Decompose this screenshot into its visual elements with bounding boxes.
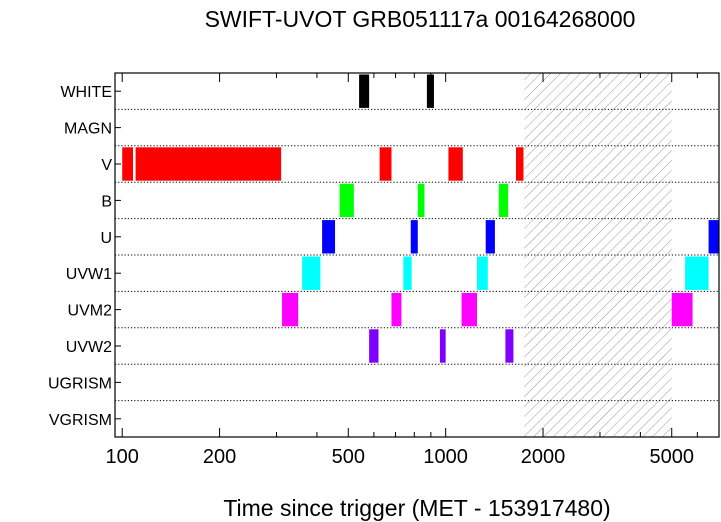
exposure-bar-v: [448, 147, 463, 181]
exposure-bar-v: [122, 147, 134, 181]
exposure-bar-uvm2: [391, 292, 402, 327]
x-tick-label: 100: [106, 446, 139, 468]
filter-label: U: [100, 230, 112, 247]
filter-label: MAGN: [64, 121, 112, 138]
filter-label: WHITE: [60, 84, 112, 101]
x-tick-label: 1000: [423, 446, 468, 468]
exposure-bar-uvm2: [671, 292, 693, 327]
x-tick-label: 2000: [521, 446, 566, 468]
exposure-bar-white: [359, 74, 370, 108]
filter-label: VGRISM: [49, 412, 112, 429]
exposure-bar-v: [135, 147, 282, 181]
exposure-bar-uvw1: [403, 256, 412, 290]
filter-label: B: [101, 193, 112, 210]
x-axis-label: Time since trigger (MET - 153917480): [223, 495, 610, 521]
x-tick-label: 500: [332, 446, 365, 468]
x-tick-label: 200: [203, 446, 236, 468]
exposure-bar-u: [410, 220, 418, 254]
exposure-bar-u: [708, 220, 719, 254]
chart-title: SWIFT-UVOT GRB051117a 00164268000: [205, 6, 636, 32]
exposure-bar-v: [515, 147, 524, 181]
exposure-bar-u: [322, 220, 336, 254]
exposure-bar-uvw2: [369, 329, 379, 363]
exposure-bar-uvw1: [476, 256, 488, 290]
exposure-bar-u: [485, 220, 495, 254]
x-tick-label: 5000: [649, 446, 694, 468]
exposure-bar-uvm2: [461, 292, 477, 327]
exposure-bar-v: [379, 147, 392, 181]
exposure-bar-uvw2: [439, 329, 446, 363]
filter-label: UVM2: [68, 303, 113, 320]
filter-label: V: [101, 157, 112, 174]
exposure-bar-b: [339, 183, 354, 218]
filter-label: UVW1: [66, 266, 112, 283]
exposure-bar-b: [498, 183, 509, 218]
exposure-bar-b: [417, 183, 425, 218]
exposure-bar-white: [426, 74, 434, 108]
exposure-bar-uvw1: [302, 256, 321, 290]
filter-label: UGRISM: [48, 375, 112, 392]
filter-label: UVW2: [66, 339, 112, 356]
exposure-bar-uvw2: [505, 329, 514, 363]
exposure-bar-uvm2: [282, 292, 299, 327]
plot-frame: [114, 72, 720, 438]
exposure-bar-uvw1: [685, 256, 709, 290]
